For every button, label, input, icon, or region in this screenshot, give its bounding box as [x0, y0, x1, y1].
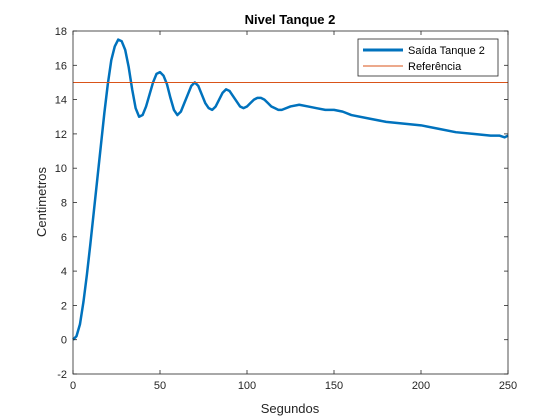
legend-box: [357, 38, 499, 77]
y-tick-label: 2: [61, 300, 67, 312]
series-line-0: [72, 38, 509, 341]
legend-label-saida: Saída Tanque 2: [408, 45, 485, 57]
y-tick-label: 10: [55, 163, 67, 175]
x-tick-label: 100: [238, 380, 256, 392]
y-tick-label: 18: [55, 26, 67, 38]
x-tick-label: 150: [325, 380, 343, 392]
x-tick-label: 50: [154, 380, 166, 392]
x-axis-label: Segundos: [261, 401, 320, 416]
legend-label-referencia: Referência: [408, 61, 462, 73]
y-tick-label: 14: [55, 95, 67, 107]
y-tick-label: 6: [61, 232, 67, 244]
y-tick-label: 4: [61, 266, 67, 278]
x-tick-label: 250: [499, 380, 517, 392]
chart-title: Nivel Tanque 2: [245, 12, 336, 27]
legend: Saída Tanque 2 Referência: [357, 38, 499, 77]
x-tick-label: 0: [70, 380, 76, 392]
y-tick-label: 12: [55, 129, 67, 141]
plot-area: [73, 31, 508, 374]
y-tick-label: 16: [55, 60, 67, 72]
series-layer: [72, 38, 509, 341]
y-axis-label: Centimetros: [34, 166, 49, 237]
y-tick-label: 0: [61, 335, 67, 347]
y-tick-label: 8: [61, 198, 67, 210]
y-tick-label: -2: [57, 369, 67, 381]
x-tick-label: 200: [412, 380, 430, 392]
